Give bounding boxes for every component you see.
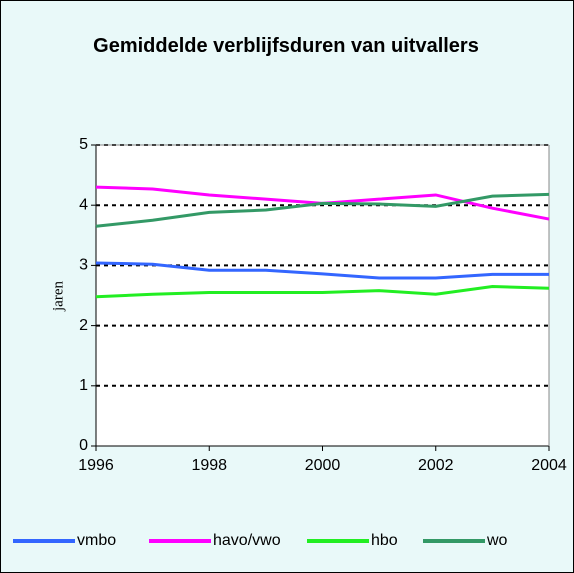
y-tick-label: 2 bbox=[79, 317, 88, 334]
plot-area bbox=[96, 145, 549, 446]
series-line bbox=[95, 261, 549, 280]
y-tick-label: 5 bbox=[79, 136, 88, 153]
legend-label: vmbo bbox=[77, 532, 116, 549]
y-tick-label: 3 bbox=[79, 257, 88, 274]
series-line bbox=[95, 192, 550, 228]
legend-label: havo/vwo bbox=[213, 532, 281, 549]
x-tick-label: 1996 bbox=[78, 457, 114, 474]
y-axis-label: jaren bbox=[50, 281, 66, 312]
x-tick-label: 2002 bbox=[418, 457, 454, 474]
chart-title: Gemiddelde verblijfsduren van uitvallers bbox=[93, 35, 479, 57]
y-tick-label: 0 bbox=[79, 437, 88, 454]
y-tick-label: 4 bbox=[79, 196, 88, 213]
x-tick-label: 1998 bbox=[191, 457, 227, 474]
series-line bbox=[95, 284, 550, 299]
x-tick-label: 2004 bbox=[531, 457, 567, 474]
y-tick-label: 1 bbox=[79, 377, 88, 394]
legend-label: hbo bbox=[371, 532, 398, 549]
legend-label: wo bbox=[486, 532, 508, 549]
x-tick-label: 2000 bbox=[305, 457, 341, 474]
